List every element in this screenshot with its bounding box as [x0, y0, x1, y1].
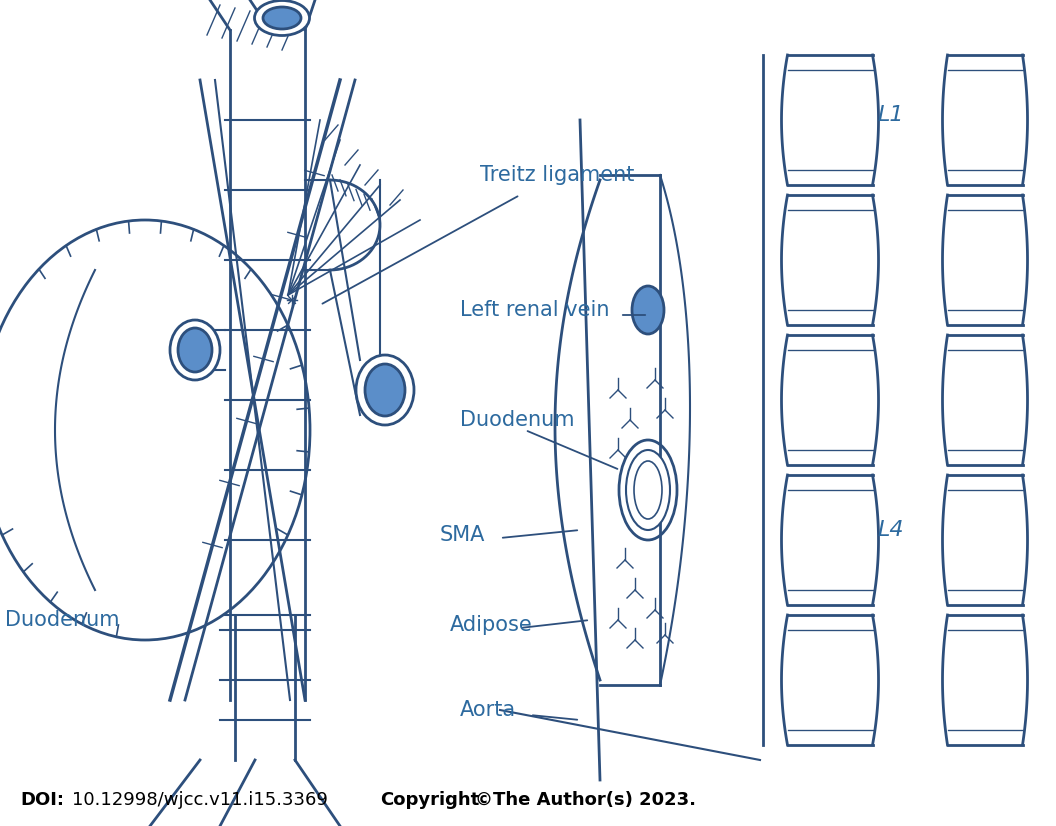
- Text: DOI:: DOI:: [20, 791, 64, 809]
- Ellipse shape: [365, 364, 406, 416]
- Ellipse shape: [356, 355, 414, 425]
- Text: Treitz ligament: Treitz ligament: [480, 165, 635, 185]
- Ellipse shape: [254, 1, 309, 36]
- Ellipse shape: [263, 7, 301, 29]
- Text: Copyright: Copyright: [380, 791, 479, 809]
- Ellipse shape: [170, 320, 220, 380]
- Text: Duodenum: Duodenum: [460, 410, 574, 430]
- Text: L1: L1: [878, 105, 904, 125]
- Text: Left renal vein: Left renal vein: [460, 300, 609, 320]
- Ellipse shape: [626, 450, 670, 530]
- Ellipse shape: [178, 328, 212, 372]
- Text: L4: L4: [878, 520, 904, 540]
- Ellipse shape: [631, 286, 664, 334]
- Text: Duodenum: Duodenum: [5, 610, 119, 630]
- Text: SMA: SMA: [440, 525, 486, 545]
- Text: ©The Author(s) 2023.: ©The Author(s) 2023.: [475, 791, 696, 809]
- Text: Aorta: Aorta: [460, 700, 516, 720]
- Text: 10.12998/wjcc.v11.i15.3369: 10.12998/wjcc.v11.i15.3369: [72, 791, 327, 809]
- Text: Adipose: Adipose: [450, 615, 532, 635]
